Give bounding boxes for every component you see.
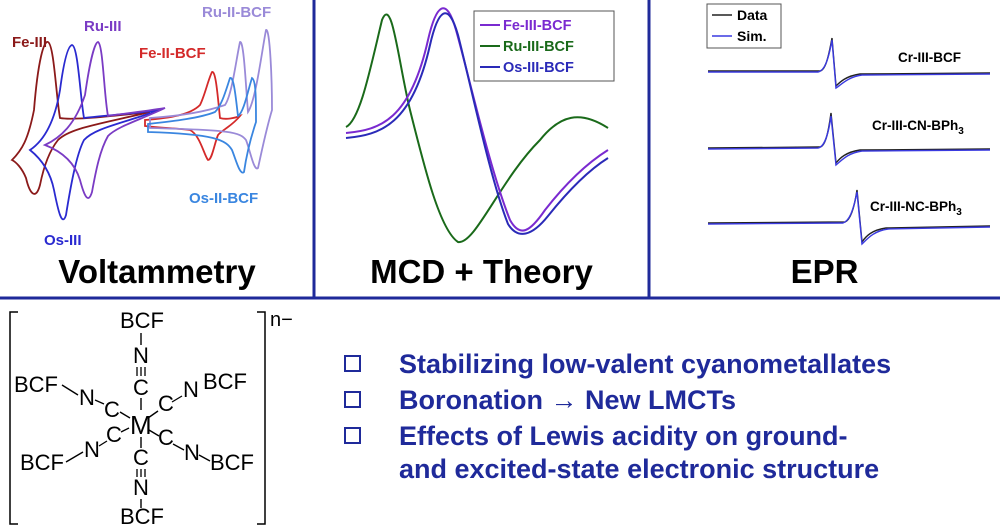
mcd-plot xyxy=(345,7,609,243)
ul-triple xyxy=(94,399,105,405)
bottom-n: N xyxy=(133,475,149,500)
volt-label-ru3: Ru-III xyxy=(84,18,122,35)
volt-label-os3: Os-III xyxy=(44,232,82,249)
ur-bond-1 xyxy=(147,410,159,419)
epr-label-nc: Cr-III-NC-BPh3 xyxy=(870,199,962,218)
ur-n: N xyxy=(183,377,199,402)
top-c: C xyxy=(133,375,149,400)
epr-label-cn: Cr-III-CN-BPh3 xyxy=(872,118,964,137)
ll-bond-1 xyxy=(65,451,84,463)
lr-n: N xyxy=(184,440,200,465)
checkbox-icon xyxy=(344,355,361,372)
mcd-legend-ru: Ru-III-BCF xyxy=(503,39,574,55)
epr-plot xyxy=(707,37,991,246)
checkbox-icon xyxy=(344,427,361,444)
ul-c: C xyxy=(104,397,120,422)
checkbox-icon xyxy=(344,391,361,408)
title-voltammetry: Voltammetry xyxy=(58,253,256,290)
ll-triple xyxy=(98,440,108,447)
fe2bcf-cv-curve xyxy=(144,71,243,161)
epr-cn-sim xyxy=(707,115,991,167)
ru2bcf-cv-curve xyxy=(149,29,273,170)
bullet-list: Stabilizing low-valent cyanometallates B… xyxy=(340,348,990,489)
ul-n: N xyxy=(79,385,95,410)
ur-bcf: BCF xyxy=(203,369,247,394)
epr-legend-sim: Sim. xyxy=(737,28,767,44)
bullet-item: Boronation → New LMCTs xyxy=(340,384,990,417)
lr-c: C xyxy=(158,425,174,450)
fe3-cv-curve xyxy=(10,41,151,195)
bottom-c: C xyxy=(133,445,149,470)
epr-nc-sim xyxy=(707,191,991,246)
bullet-item: Stabilizing low-valent cyanometallates xyxy=(340,348,990,381)
epr-legend-data: Data xyxy=(737,7,768,23)
ll-bcf: BCF xyxy=(20,450,64,475)
voltammetry-plot xyxy=(10,29,273,221)
os2bcf-cv-curve xyxy=(147,76,257,174)
lr-bcf: BCF xyxy=(210,450,254,475)
mcd-legend-fe: Fe-III-BCF xyxy=(503,18,572,34)
ur-triple xyxy=(171,395,183,403)
mcd-os3-curve xyxy=(345,12,609,235)
metal-complex-structure: n− M BCF N C C N BCF BCF N C C N BCF BC xyxy=(9,308,293,529)
title-epr: EPR xyxy=(790,253,859,290)
lr-triple xyxy=(172,443,185,451)
bottom-bcf: BCF xyxy=(120,504,164,529)
title-mcd: MCD + Theory xyxy=(370,253,593,290)
charge-label: n− xyxy=(270,309,293,331)
volt-label-ru2bcf: Ru-II-BCF xyxy=(202,4,271,21)
volt-label-fe3: Fe-III xyxy=(12,34,47,51)
epr-label-bcf: Cr-III-BCF xyxy=(898,50,961,65)
ll-c: C xyxy=(106,422,122,447)
ur-c: C xyxy=(158,391,174,416)
ul-bond-1 xyxy=(61,384,79,396)
lr-bond-1 xyxy=(148,429,160,437)
bullet-text: Effects of Lewis acidity on ground- and … xyxy=(399,421,880,484)
lr-bond-2 xyxy=(198,454,211,462)
top-n: N xyxy=(133,343,149,368)
mcd-legend: Fe-III-BCF Ru-III-BCF Os-III-BCF xyxy=(473,10,615,82)
epr-legend-box xyxy=(706,3,782,49)
ul-bcf: BCF xyxy=(14,372,58,397)
mcd-ru3-curve xyxy=(345,13,609,243)
ul-bond-2 xyxy=(119,411,131,419)
epr-legend: Data Sim. xyxy=(706,3,782,49)
bullet-text: Stabilizing low-valent cyanometallates xyxy=(399,349,892,379)
epr-bcf-sim xyxy=(708,39,991,90)
volt-label-fe2bcf: Fe-II-BCF xyxy=(139,45,206,62)
bullet-item: Effects of Lewis acidity on ground- and … xyxy=(340,420,990,486)
metal-atom: M xyxy=(130,410,152,440)
ll-n: N xyxy=(84,437,100,462)
mcd-legend-os: Os-III-BCF xyxy=(503,60,574,76)
top-bcf: BCF xyxy=(120,308,164,333)
ll-bond-2 xyxy=(120,427,130,433)
bullet-text: Boronation → New LMCTs xyxy=(399,385,736,415)
right-bracket xyxy=(257,311,266,525)
os3-cv-curve xyxy=(28,44,161,221)
left-bracket xyxy=(9,311,18,525)
ru3-cv-curve xyxy=(42,41,166,199)
volt-label-os2bcf: Os-II-BCF xyxy=(189,190,258,207)
